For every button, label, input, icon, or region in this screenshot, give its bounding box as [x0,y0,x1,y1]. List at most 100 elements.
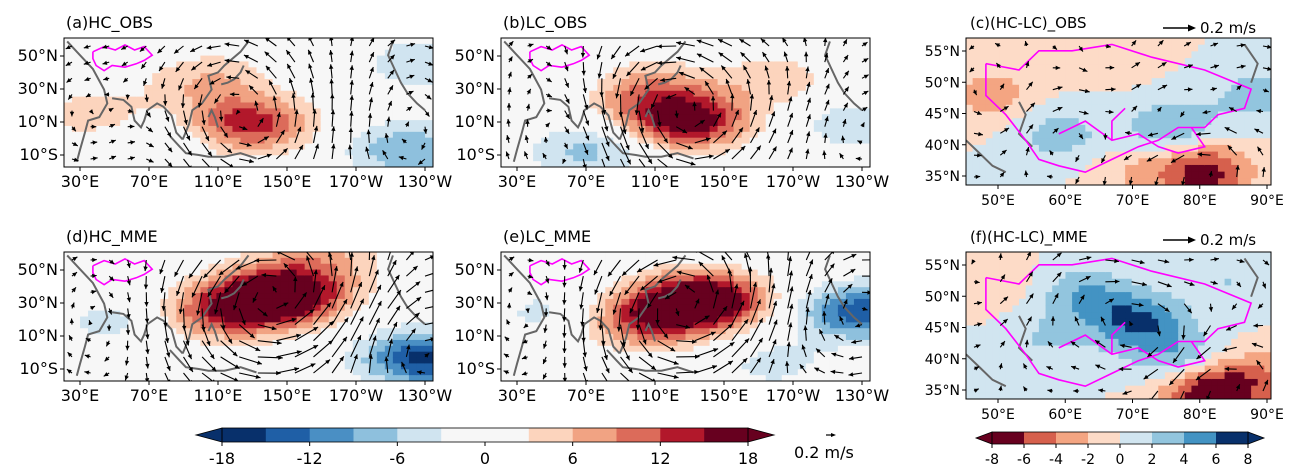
field-cell [408,161,418,167]
field-cell [408,155,418,162]
field-cell [96,339,105,347]
field-cell [805,155,815,162]
field-cell [749,49,759,57]
field-cell [733,287,743,294]
field-cell [168,357,177,365]
field-cell [645,275,655,282]
field-cell [64,73,73,80]
wind-vector-head [752,110,757,115]
wind-vector-head [244,39,250,44]
field-cell [581,49,590,57]
field-cell [336,43,346,51]
field-cell [613,84,622,92]
field-cell [501,316,510,323]
field-cell [749,375,759,381]
wind-vector-head [785,66,790,71]
wind-vector-head [843,55,849,60]
field-cell [789,357,799,365]
field-cell [240,55,250,63]
wind-vector-head [276,252,281,255]
field-cell [224,61,234,68]
x-tick-label: 30°E [61,386,99,405]
field-cell [296,281,306,288]
field-cell [80,125,89,133]
field-cell [773,43,783,51]
field-cell [661,61,671,68]
wind-vector-head [388,85,393,91]
wind-vector-head [585,135,590,141]
field-cell [88,298,97,306]
field-cell [168,43,177,51]
wind-vector-head [806,97,811,103]
wind-vector-head [139,47,145,52]
wind-vector-head [125,330,131,335]
region-border [92,43,154,72]
field-cell [717,125,727,133]
field-cell [773,287,783,294]
field-cell [88,161,97,167]
field-cell [224,125,234,133]
wind-vector-head [772,128,777,134]
wind-vector-head [296,350,302,355]
field-cell [805,55,815,63]
field-cell [717,43,727,51]
field-cell [136,275,145,282]
field-cell [112,322,121,329]
field-cell [120,252,129,259]
field-cell [264,310,274,318]
field-cell [344,275,354,282]
field-cell [96,102,105,109]
field-cell [533,38,542,45]
wind-vector-head [66,369,72,374]
field-cell [629,161,638,167]
field-cell [176,120,185,127]
field-cell [360,96,370,104]
field-cell [797,369,807,376]
field-cell [685,155,695,162]
field-cell [821,345,831,353]
field-cell [176,287,185,294]
field-cell [280,375,290,381]
wind-vector-head [107,309,112,315]
field-cell [224,310,234,318]
field-cell [685,131,695,139]
field-cell [184,73,193,80]
field-cell [725,369,735,376]
field-cell [80,102,89,109]
field-cell [773,328,783,335]
field-cell [645,38,655,45]
field-cell [256,131,266,139]
coastline [169,135,257,160]
field-cell [845,143,855,151]
wind-vector-head [390,54,395,60]
field-cell [112,84,121,92]
field-cell [629,375,638,381]
field-cell [136,67,145,74]
wind-vector-head [194,84,199,90]
field-cell [224,49,234,57]
field-cell [368,281,378,288]
field-cell [96,120,105,127]
field-cell [288,49,298,57]
field-cell [248,38,258,45]
field-cell [336,257,346,265]
wind-vector-head [226,75,231,80]
wind-vector-head [207,291,213,297]
field-cell [344,310,354,318]
field-cell [613,73,622,80]
field-cell [525,345,534,353]
field-cell [424,281,433,288]
field-cell [605,61,614,68]
field-cell [757,287,767,294]
field-cell [368,334,378,341]
field-cell [304,67,314,74]
field-cell [336,55,346,63]
field-cell [821,357,831,365]
field-cell [709,310,719,318]
field-cell [320,96,330,104]
field-cell [144,293,153,300]
field-cell [280,61,290,68]
wind-vector-head [435,288,440,292]
field-cell [741,334,751,341]
wind-vector-head [738,127,743,133]
